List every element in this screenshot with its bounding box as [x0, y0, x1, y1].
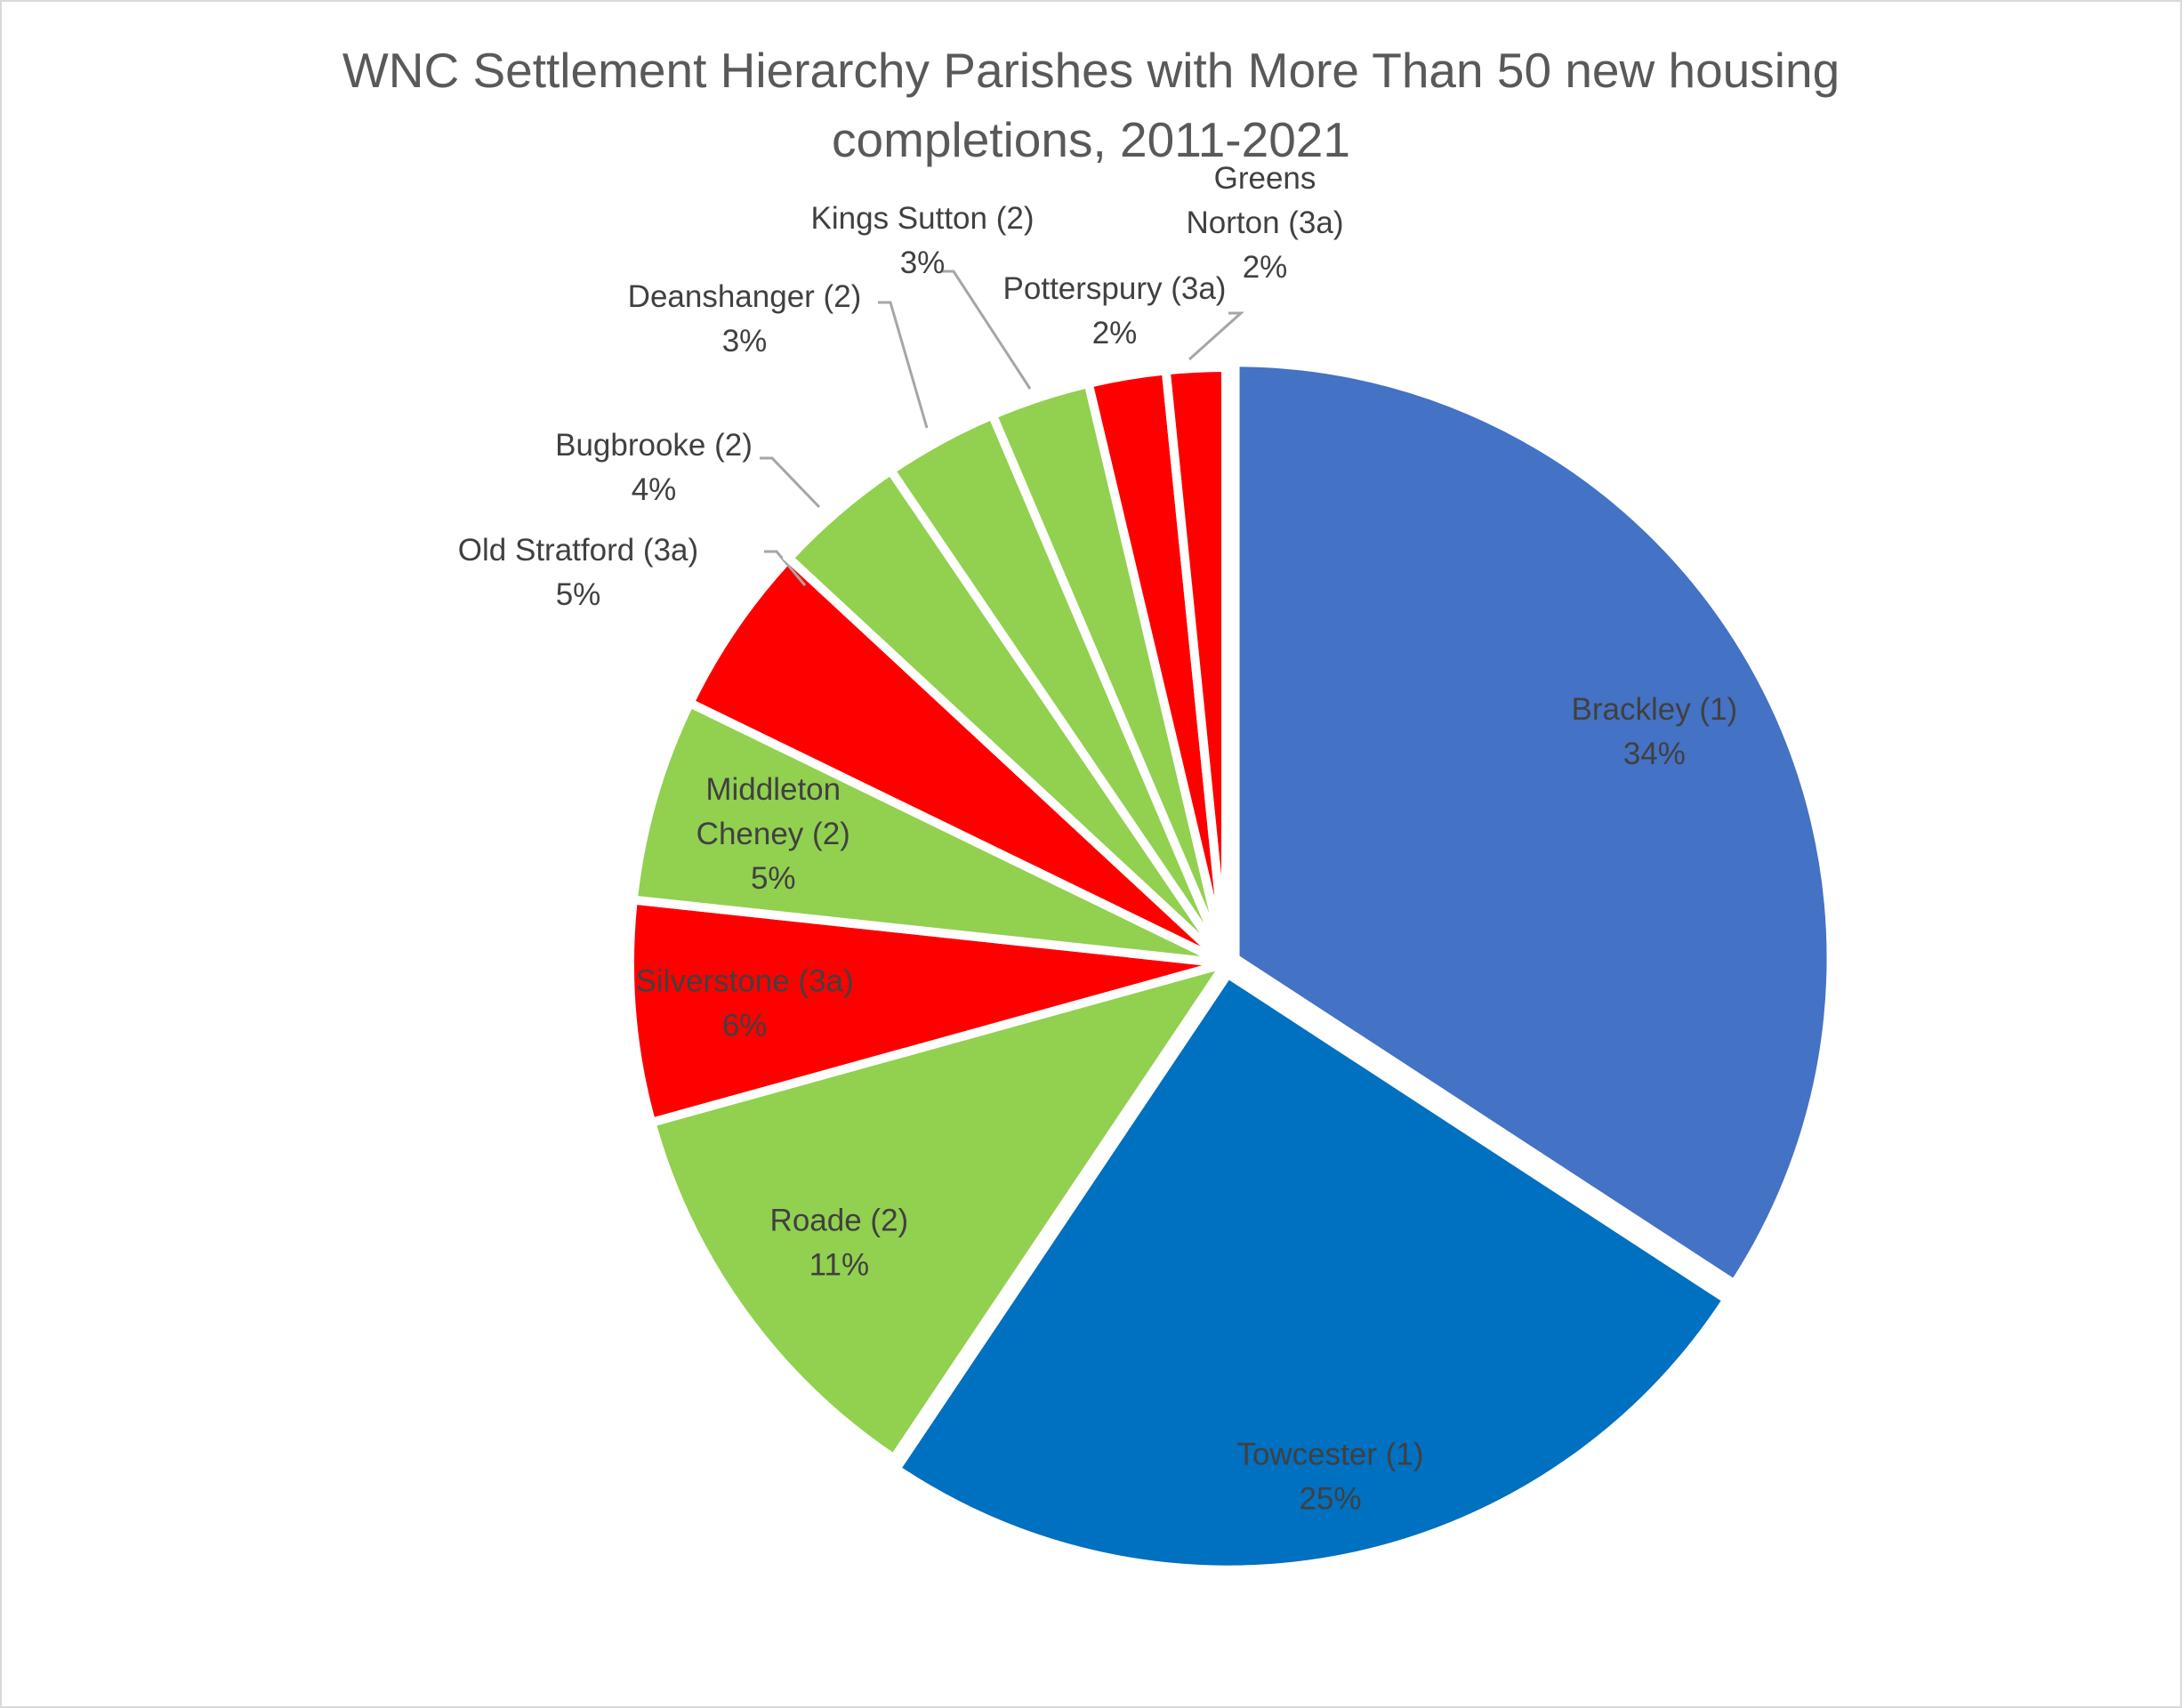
slice-label-4: Middleton Cheney (2) 5% — [696, 772, 850, 896]
slice-label-5: Old Stratford (3a) 5% — [458, 533, 698, 612]
pie-slice-4 — [628, 697, 1228, 968]
leader-line-7 — [878, 301, 929, 429]
slice-name-0: Brackley (1) — [1572, 692, 1738, 727]
slice-name-8: Kings Sutton (2) — [811, 201, 1035, 236]
slice-percent-5: 5% — [556, 577, 601, 612]
slice-percent-2: 11% — [809, 1248, 869, 1283]
slice-percent-10: 2% — [1243, 250, 1288, 285]
slice-name-10: Norton (3a) — [1186, 205, 1343, 240]
pie-slice-3 — [625, 895, 1228, 1128]
pie-slice-0 — [1230, 358, 1836, 1291]
slice-label-7: Deanshanger (2) 3% — [628, 279, 862, 359]
pie-slice-1 — [890, 967, 1734, 1575]
leader-line-10 — [1188, 311, 1244, 361]
slice-name-1: Towcester (1) — [1236, 1437, 1423, 1471]
slice-percent-1: 25% — [1299, 1481, 1361, 1516]
slice-label-8: Kings Sutton (2) 3% — [811, 201, 1035, 280]
chart-title: WNC Settlement Hierarchy Parishes with M… — [2, 36, 2180, 174]
slice-percent-9: 2% — [1092, 316, 1138, 350]
leader-line-6 — [760, 456, 821, 509]
slice-name-10: Greens — [1214, 161, 1316, 196]
slice-label-3: Silverstone (3a) 6% — [636, 963, 854, 1043]
chart-title-line-1: WNC Settlement Hierarchy Parishes with M… — [342, 43, 1840, 98]
leader-line-8 — [941, 270, 1032, 390]
slice-percent-4: 5% — [751, 861, 796, 896]
slice-name-3: Silverstone (3a) — [636, 963, 854, 998]
pie-slice-10 — [1161, 362, 1230, 964]
slice-label-9: Potterspury (3a) 2% — [1003, 271, 1227, 350]
leader-line-5 — [764, 550, 807, 586]
chart-title-line-2: completions, 2011-2021 — [832, 112, 1350, 167]
slice-label-6: Bugbrooke (2) 4% — [555, 428, 753, 507]
slice-percent-6: 4% — [632, 472, 677, 507]
slice-name-9: Potterspury (3a) — [1003, 271, 1227, 306]
slice-name-4: Middleton — [705, 772, 841, 807]
slice-name-5: Old Stratford (3a) — [458, 533, 698, 568]
slice-name-7: Deanshanger (2) — [628, 279, 862, 314]
slice-percent-7: 3% — [722, 324, 768, 359]
slice-name-6: Bugbrooke (2) — [555, 428, 753, 463]
slice-label-10: Greens Norton (3a) 2% — [1186, 161, 1343, 285]
slice-percent-3: 6% — [722, 1008, 768, 1043]
slice-label-1: Towcester (1) 25% — [1236, 1437, 1423, 1516]
slice-percent-8: 3% — [900, 246, 946, 280]
slice-label-0: Brackley (1) 34% — [1572, 692, 1738, 771]
slice-label-2: Roade (2) 11% — [770, 1204, 909, 1283]
slice-name-4: Cheney (2) — [696, 817, 850, 851]
slice-name-2: Roade (2) — [770, 1204, 909, 1238]
slice-percent-0: 34% — [1623, 737, 1686, 771]
